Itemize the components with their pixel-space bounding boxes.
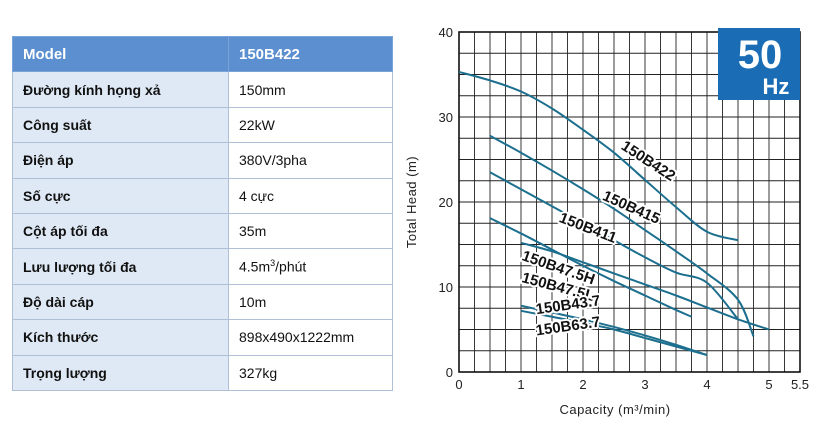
y-tick-label: 10: [439, 280, 453, 295]
spec-value: 327kg: [228, 354, 393, 391]
spec-value-sup: 3: [270, 258, 276, 269]
series-label: 150B63.7: [535, 314, 602, 340]
spec-value: 150mm: [228, 71, 393, 108]
series-label: 150B415: [600, 188, 663, 228]
spec-key: Công suất: [12, 106, 229, 144]
y-tick-label: 30: [439, 110, 453, 125]
spec-header-row: Model 150B422: [12, 35, 393, 73]
x-tick-label: 1: [517, 377, 524, 392]
spec-key: Điện áp: [12, 142, 229, 179]
spec-header-key: Model: [12, 35, 229, 73]
series-line: [520, 241, 770, 331]
chart-series-labels: 150B422150B415150B411150B47.5H150B47.5L1…: [518, 136, 681, 342]
spec-value-main: 4.5m: [239, 258, 271, 275]
spec-row: Cột áp tối đa 35m: [12, 212, 393, 250]
spec-key: Cột áp tối đa: [12, 212, 229, 250]
y-tick-label: 40: [439, 25, 453, 40]
frequency-badge: 50 Hz: [718, 28, 800, 100]
spec-value: 22kW: [228, 106, 393, 144]
spec-row: Trọng lượng 327kg: [12, 354, 393, 391]
spec-table: Model 150B422 Đường kính họng xả 150mm C…: [12, 35, 393, 391]
spec-row: Số cực 4 cực: [12, 177, 393, 214]
y-tick-label: 20: [439, 195, 453, 210]
spec-row: Kích thước 898x490x1222mm: [12, 319, 393, 356]
series-label: 150B422: [618, 138, 678, 185]
plot-frame: [458, 31, 801, 373]
x-tick-label: 5.5: [791, 377, 809, 392]
spec-value: 10m: [228, 283, 393, 321]
x-tick-label: 3: [641, 377, 648, 392]
x-tick-label: 0: [455, 377, 462, 392]
spec-value: 4.5m3/phút: [228, 248, 393, 285]
spec-row: Lưu lượng tối đa 4.5m3/phút: [12, 248, 393, 285]
spec-row: Độ dài cáp 10m: [12, 283, 393, 321]
y-tick-label: 0: [446, 365, 453, 380]
series-label: 150B411: [557, 209, 619, 246]
spec-value: 4 cực: [228, 177, 393, 214]
series-line: [489, 171, 739, 320]
series-line: [489, 217, 692, 318]
spec-key: Độ dài cáp: [12, 283, 229, 321]
x-tick-label: 2: [579, 377, 586, 392]
series-line: [520, 304, 708, 356]
spec-value: 380V/3pha: [228, 142, 393, 179]
spec-row: Công suất 22kW: [12, 106, 393, 144]
x-axis-label: Capacity (m³/min): [559, 402, 670, 417]
frequency-badge-box: [718, 28, 800, 100]
spec-key: Trọng lượng: [12, 354, 229, 391]
series-line: [489, 134, 755, 337]
frequency-badge-unit: Hz: [763, 74, 790, 99]
spec-key: Số cực: [12, 177, 229, 214]
series-line: [458, 70, 739, 242]
chart-series: [458, 70, 770, 356]
spec-row: Điện áp 380V/3pha: [12, 142, 393, 179]
frequency-badge-value: 50: [738, 33, 783, 77]
spec-header-value: 150B422: [228, 35, 393, 73]
chart-ticks: 0 1 2 3 4 5 5.5 0 10 20 30 40: [439, 25, 810, 392]
x-tick-label: 4: [703, 377, 710, 392]
y-axis-label: Total Head (m): [404, 156, 419, 248]
spec-value-tail: /phút: [275, 258, 307, 275]
spec-key: Lưu lượng tối đa: [12, 248, 229, 285]
spec-key: Kích thước: [12, 319, 229, 356]
series-line: [520, 309, 708, 356]
spec-value: 898x490x1222mm: [228, 319, 393, 356]
x-tick-label: 5: [765, 377, 772, 392]
